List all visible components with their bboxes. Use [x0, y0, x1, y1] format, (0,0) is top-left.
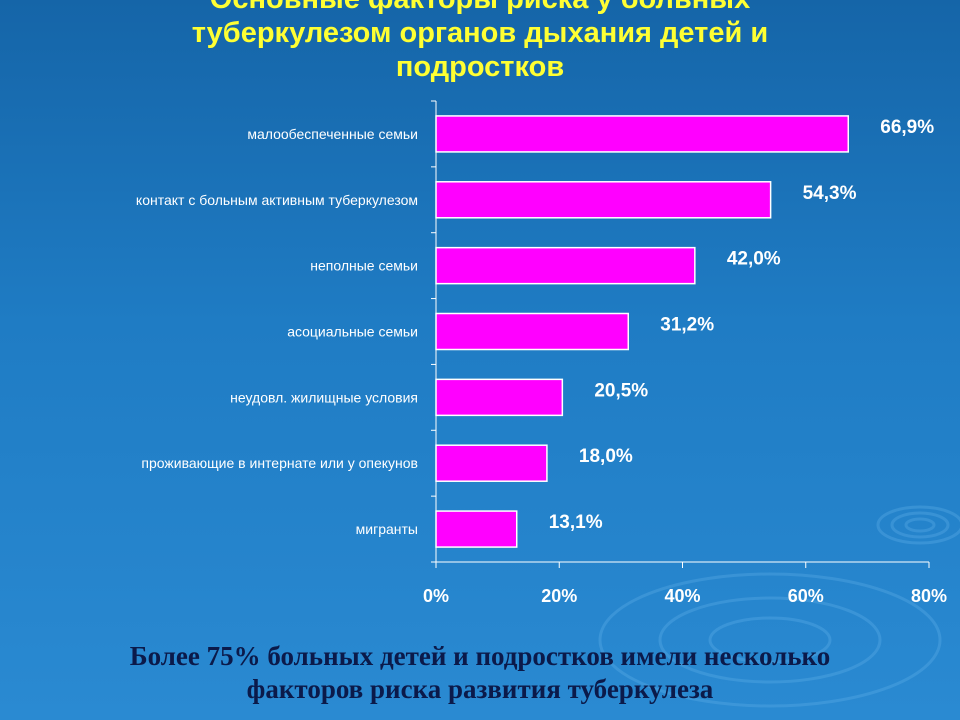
title-line-2: туберкулезом органов дыхания детей и [191, 17, 769, 49]
title-line-3: подростков [395, 51, 565, 83]
footer-line-2: факторов риска развития туберкулеза [246, 674, 714, 704]
bar-4 [435, 312, 630, 351]
footer-note: Более 75% больных детей и подростков име… [0, 640, 960, 706]
value-label-3: 42,0% [727, 249, 781, 270]
value-label-7: 13,1% [549, 512, 603, 533]
footer-line-1: Более 75% больных детей и подростков име… [129, 641, 831, 671]
category-label-1: малообеспеченные семьи [247, 126, 418, 142]
bar-6 [435, 444, 548, 482]
x-tick-label-3: 40% [664, 586, 700, 606]
bar-2 [435, 181, 772, 219]
category-label-5: неудовл. жилищные условия [230, 389, 418, 405]
x-tick-label-5: 80% [911, 586, 947, 606]
page-title: Основные факторы риска у больных туберку… [0, 0, 960, 84]
bar-5 [435, 378, 564, 417]
category-label-3: неполные семьи [310, 258, 418, 274]
value-label-2: 54,3% [803, 183, 857, 204]
value-label-6: 18,0% [579, 446, 633, 467]
bar-1 [435, 115, 850, 153]
title-line-1: Основные факторы риска у больных [0, 0, 960, 16]
bar-3 [435, 246, 696, 285]
category-label-2: контакт с больным активным туберкулезом [136, 192, 418, 208]
category-label-7: мигранты [356, 521, 418, 537]
x-tick-label-4: 60% [788, 586, 824, 606]
x-tick-label-1: 0% [423, 586, 449, 606]
category-label-4: асоциальные семьи [287, 324, 418, 340]
value-label-1: 66,9% [880, 117, 934, 138]
category-label-6: проживающие в интернате или у опекунов [141, 455, 418, 471]
value-label-5: 20,5% [594, 380, 648, 401]
value-label-4: 31,2% [660, 315, 714, 336]
bar-7 [435, 510, 518, 548]
x-tick-label-2: 20% [541, 586, 577, 606]
bar-chart: малообеспеченные семьи 66,9% контакт с бол… [136, 115, 947, 606]
